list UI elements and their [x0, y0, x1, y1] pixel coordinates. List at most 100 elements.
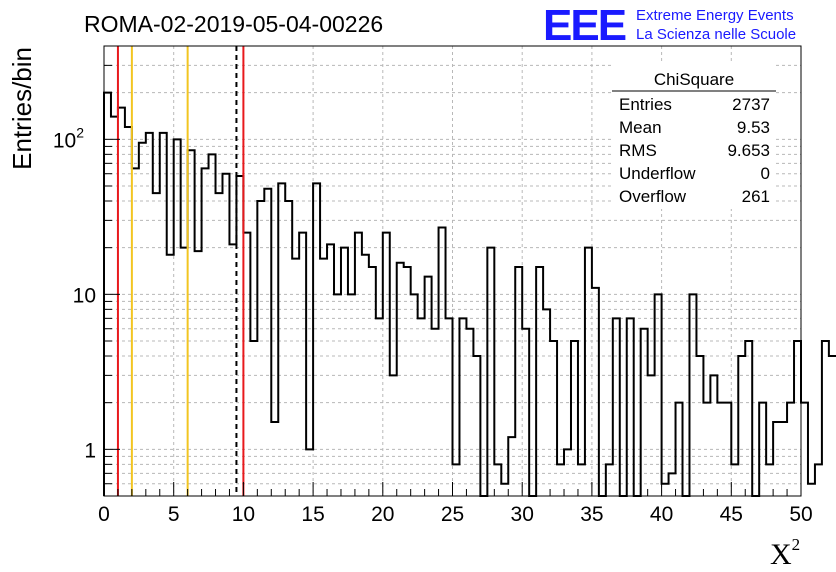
histogram-bin [745, 341, 752, 496]
stats-label: RMS [619, 141, 657, 160]
histogram-bin [202, 168, 209, 496]
histogram-bin [146, 133, 153, 496]
x-tick-label: 45 [720, 503, 743, 526]
histogram-bin [648, 375, 655, 496]
eee-logo: EEE Extreme Energy Events La Scienza nel… [543, 1, 796, 50]
histogram-bin [453, 464, 460, 496]
x-tick-label: 50 [789, 503, 812, 526]
histogram-bin [703, 403, 710, 496]
histogram-bin [689, 294, 696, 496]
histogram-bin [543, 309, 550, 496]
histogram-bin [487, 248, 494, 496]
histogram-bin [404, 267, 411, 496]
x-tick-label: 10 [232, 503, 255, 526]
histogram-bin [257, 201, 264, 496]
threshold-lines [116, 46, 245, 496]
stats-label: Underflow [619, 164, 696, 183]
histogram-bin [710, 375, 717, 496]
histogram-bin [815, 464, 822, 496]
histogram-bin [459, 318, 466, 496]
x-tick-label: 0 [98, 503, 110, 526]
histogram-bin [153, 193, 160, 496]
histogram-bin [780, 422, 787, 496]
stats-value: 261 [742, 187, 770, 206]
histogram-bin [501, 484, 508, 496]
histogram-bin [787, 403, 794, 496]
histogram-bin [362, 255, 369, 496]
histogram-bin [808, 484, 815, 496]
histogram-bin [724, 403, 731, 496]
stats-value: 2737 [732, 95, 770, 114]
histogram-bin [669, 473, 676, 496]
stats-label: Mean [619, 118, 662, 137]
y-tick-label: 1 [84, 439, 96, 462]
y-tick-labels: 1 10 102 [53, 124, 96, 462]
y-axis-label: Entries/bin [7, 47, 37, 170]
logo-line-2: La Scienza nelle Scuole [636, 26, 796, 43]
histogram-bin [418, 318, 425, 496]
stats-value: 9.653 [727, 141, 770, 160]
histogram-bin [411, 294, 418, 496]
histogram-bin [250, 341, 257, 496]
histogram-bin [766, 464, 773, 496]
stats-box: ChiSquare Entries 2737 Mean 9.53 RMS 9.653 Und… [612, 64, 776, 209]
histogram-bin [446, 318, 453, 496]
histogram-bin [188, 150, 195, 496]
histogram-bin [320, 259, 327, 496]
histogram-bin [571, 341, 578, 496]
histogram-bin [278, 183, 285, 496]
x-tick-label: 5 [168, 503, 180, 526]
histogram-bin [334, 294, 341, 496]
x-tick-label: 30 [511, 503, 534, 526]
histogram-bin [508, 437, 515, 496]
histogram-bin [243, 233, 250, 496]
x-tick-label: 25 [441, 503, 464, 526]
histogram-bin [522, 329, 529, 496]
histogram-bin [822, 341, 829, 496]
x-axis-label-superscript: 2 [792, 535, 801, 554]
histogram-bin [174, 139, 181, 496]
histogram-bin [536, 267, 543, 496]
x-tick-labels: 0 5 10 15 20 25 30 35 40 45 50 [98, 503, 813, 526]
histogram-bin [195, 251, 202, 496]
histogram-bin [676, 403, 683, 496]
histogram-bin [627, 318, 634, 496]
x-tick-label: 20 [371, 503, 394, 526]
histogram-bin [578, 464, 585, 496]
histogram-bin [125, 127, 132, 496]
x-axis-label: X2 [770, 535, 800, 571]
stats-value: 9.53 [737, 118, 770, 137]
histogram-bin [139, 143, 146, 496]
histogram-bin [606, 464, 613, 496]
histogram-bin [397, 263, 404, 496]
histogram-bin [118, 108, 125, 496]
histogram-bin [327, 244, 334, 496]
logo-mark: EEE [543, 1, 626, 50]
histogram-bin [222, 174, 229, 496]
histogram-bin [759, 403, 766, 496]
histogram-bin [592, 288, 599, 496]
histogram-bin [160, 133, 167, 496]
histogram-bin [348, 294, 355, 496]
histogram-bin [466, 329, 473, 496]
histogram-bin [209, 154, 216, 496]
axis-ticks [103, 64, 802, 496]
histogram-bin [285, 201, 292, 496]
histogram-bin [613, 318, 620, 496]
histogram-bin [494, 464, 501, 496]
histogram-bin [271, 422, 278, 496]
histogram-bin [383, 233, 390, 496]
histogram-bin [696, 356, 703, 496]
histogram-bin [369, 267, 376, 496]
logo-line-1: Extreme Energy Events [636, 7, 794, 24]
histogram-bin [292, 259, 299, 496]
histogram-bin [550, 341, 557, 496]
histogram-bin [801, 403, 808, 496]
histogram-bin [829, 356, 836, 496]
histogram-bin [229, 244, 236, 496]
histogram-bin [662, 484, 669, 496]
histogram-bin [439, 227, 446, 496]
histogram-bin [111, 117, 118, 496]
stats-title: ChiSquare [654, 70, 734, 89]
